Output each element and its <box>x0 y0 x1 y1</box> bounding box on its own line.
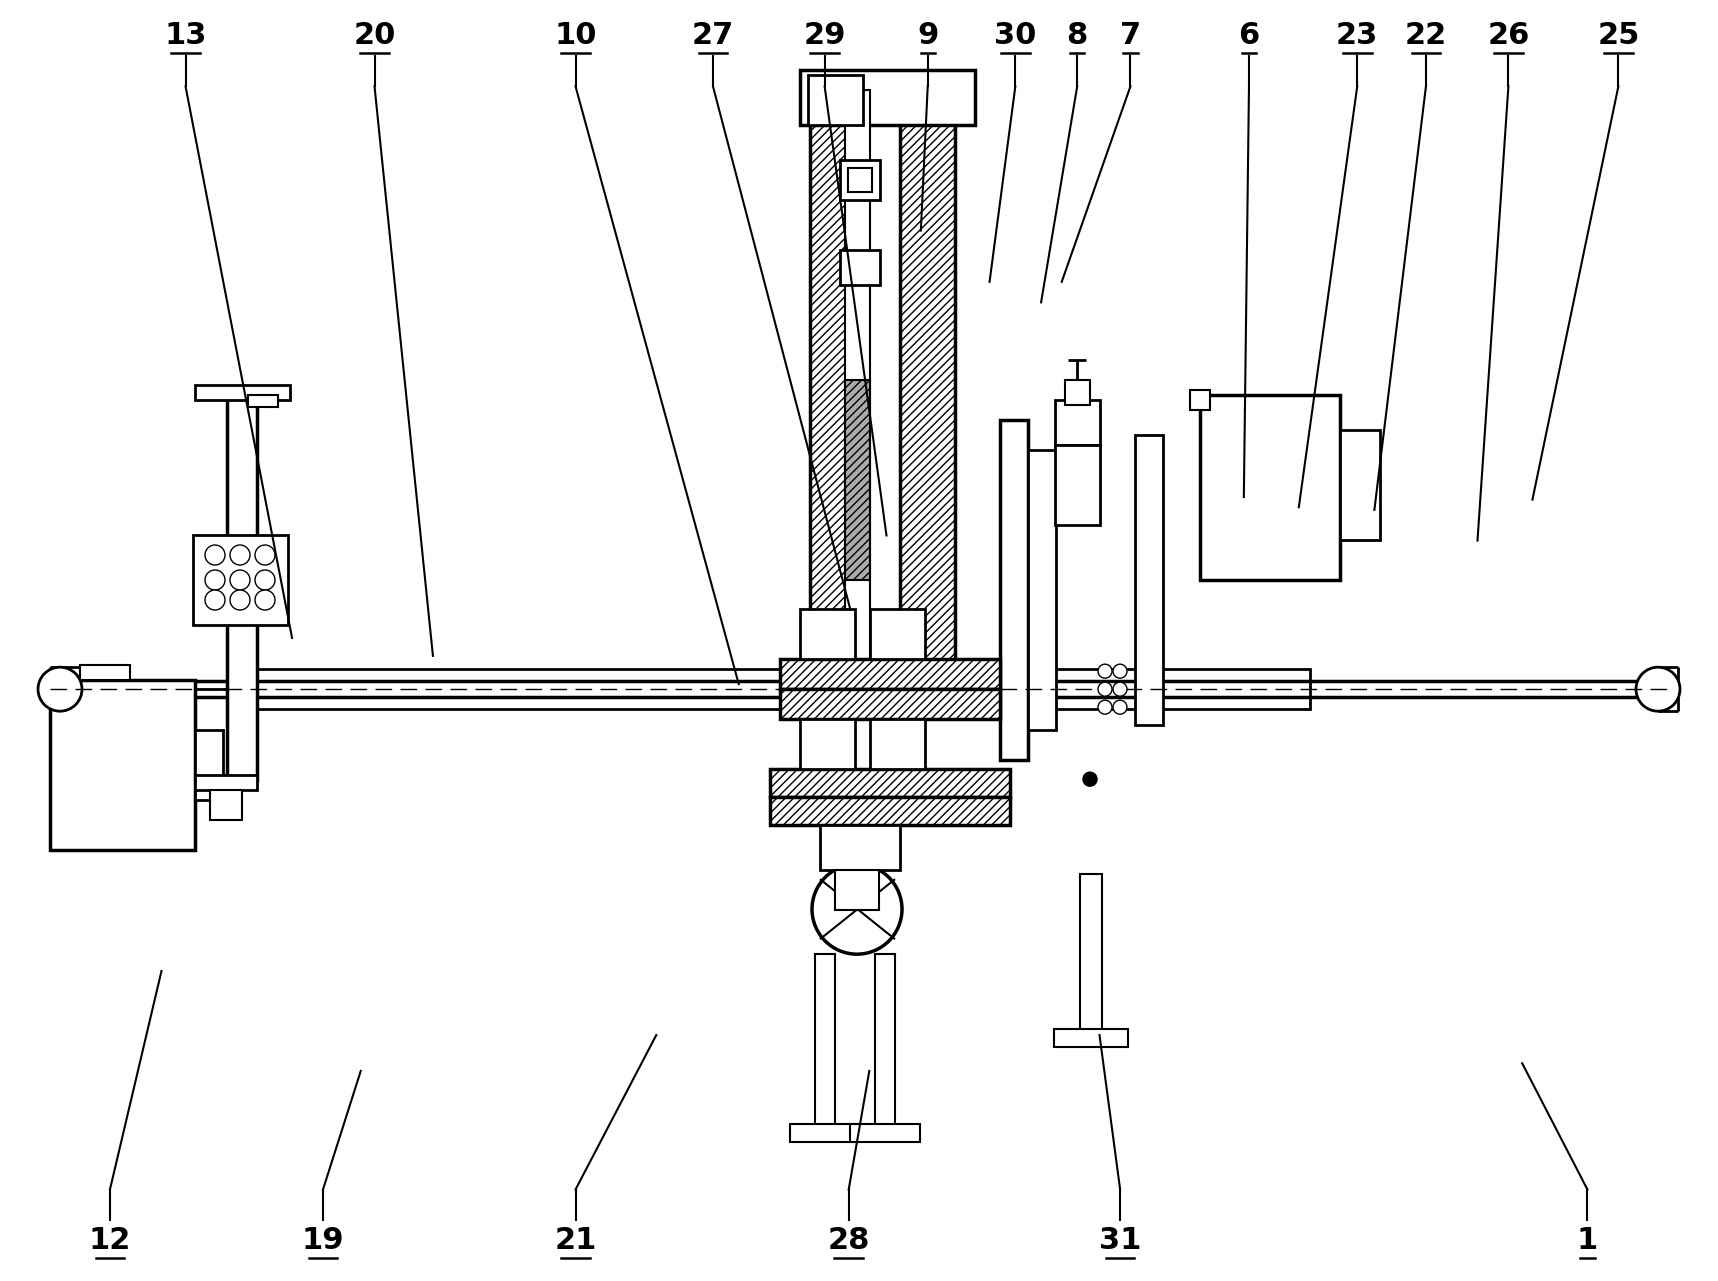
Bar <box>840 160 880 200</box>
Bar <box>192 535 289 625</box>
Bar <box>849 168 873 192</box>
Circle shape <box>1113 683 1127 696</box>
Bar <box>869 719 924 769</box>
Bar <box>1055 400 1100 445</box>
Bar <box>247 395 278 407</box>
Bar <box>770 769 1010 797</box>
Text: 9: 9 <box>917 22 938 50</box>
Bar <box>809 76 864 699</box>
Bar <box>1027 450 1057 730</box>
Text: 10: 10 <box>555 22 596 50</box>
Bar <box>227 389 258 780</box>
Text: 13: 13 <box>165 22 206 50</box>
Bar <box>196 386 290 400</box>
Text: 1: 1 <box>1577 1226 1598 1254</box>
Circle shape <box>1082 772 1098 787</box>
Bar <box>780 660 1000 689</box>
Text: 27: 27 <box>692 22 734 50</box>
Bar <box>1199 395 1340 580</box>
Circle shape <box>1113 701 1127 715</box>
Bar <box>196 730 223 801</box>
Text: 7: 7 <box>1120 22 1141 50</box>
Text: 12: 12 <box>89 1226 131 1254</box>
Bar <box>845 90 869 690</box>
Bar <box>790 1125 861 1143</box>
Bar <box>814 954 835 1134</box>
Bar <box>1081 874 1101 1039</box>
Text: 25: 25 <box>1598 22 1639 50</box>
Circle shape <box>1098 683 1112 696</box>
Bar <box>1055 445 1100 525</box>
Text: 30: 30 <box>995 22 1036 50</box>
Bar <box>801 70 976 126</box>
Bar <box>819 825 900 870</box>
Circle shape <box>254 591 275 610</box>
Text: 21: 21 <box>555 1226 596 1254</box>
Circle shape <box>254 570 275 591</box>
Bar <box>210 790 242 820</box>
Bar <box>1340 430 1380 541</box>
Circle shape <box>1636 667 1680 711</box>
Circle shape <box>230 544 251 565</box>
Circle shape <box>204 544 225 565</box>
Bar <box>807 76 862 126</box>
Bar <box>196 775 258 790</box>
Circle shape <box>1113 664 1127 678</box>
Bar <box>1191 389 1209 410</box>
Text: 23: 23 <box>1337 22 1378 50</box>
Bar <box>1000 420 1027 760</box>
Bar <box>869 610 924 660</box>
Bar <box>770 797 1010 825</box>
Circle shape <box>204 570 225 591</box>
Bar <box>81 665 131 680</box>
Circle shape <box>230 570 251 591</box>
Ellipse shape <box>813 865 902 954</box>
Bar <box>1136 436 1163 725</box>
Text: 20: 20 <box>354 22 395 50</box>
Bar <box>874 954 895 1134</box>
Bar <box>801 610 856 660</box>
Bar <box>50 680 196 851</box>
Text: 8: 8 <box>1067 22 1087 50</box>
Text: 26: 26 <box>1488 22 1529 50</box>
Bar <box>801 719 856 769</box>
Text: 31: 31 <box>1100 1226 1141 1254</box>
Bar <box>900 115 955 699</box>
Text: 19: 19 <box>302 1226 344 1254</box>
Circle shape <box>204 591 225 610</box>
Bar <box>840 250 880 284</box>
Circle shape <box>254 544 275 565</box>
Bar <box>845 380 869 580</box>
Bar <box>835 870 880 911</box>
Bar <box>1065 380 1089 405</box>
Circle shape <box>1098 701 1112 715</box>
Circle shape <box>38 667 82 711</box>
Circle shape <box>230 591 251 610</box>
Bar <box>850 1125 921 1143</box>
Bar <box>780 689 1000 719</box>
Bar <box>1055 1029 1129 1047</box>
Text: 28: 28 <box>828 1226 869 1254</box>
Text: 6: 6 <box>1239 22 1259 50</box>
Bar <box>1000 669 1311 710</box>
Bar <box>254 669 814 710</box>
Text: 22: 22 <box>1405 22 1447 50</box>
Circle shape <box>1098 664 1112 678</box>
Text: 29: 29 <box>804 22 845 50</box>
